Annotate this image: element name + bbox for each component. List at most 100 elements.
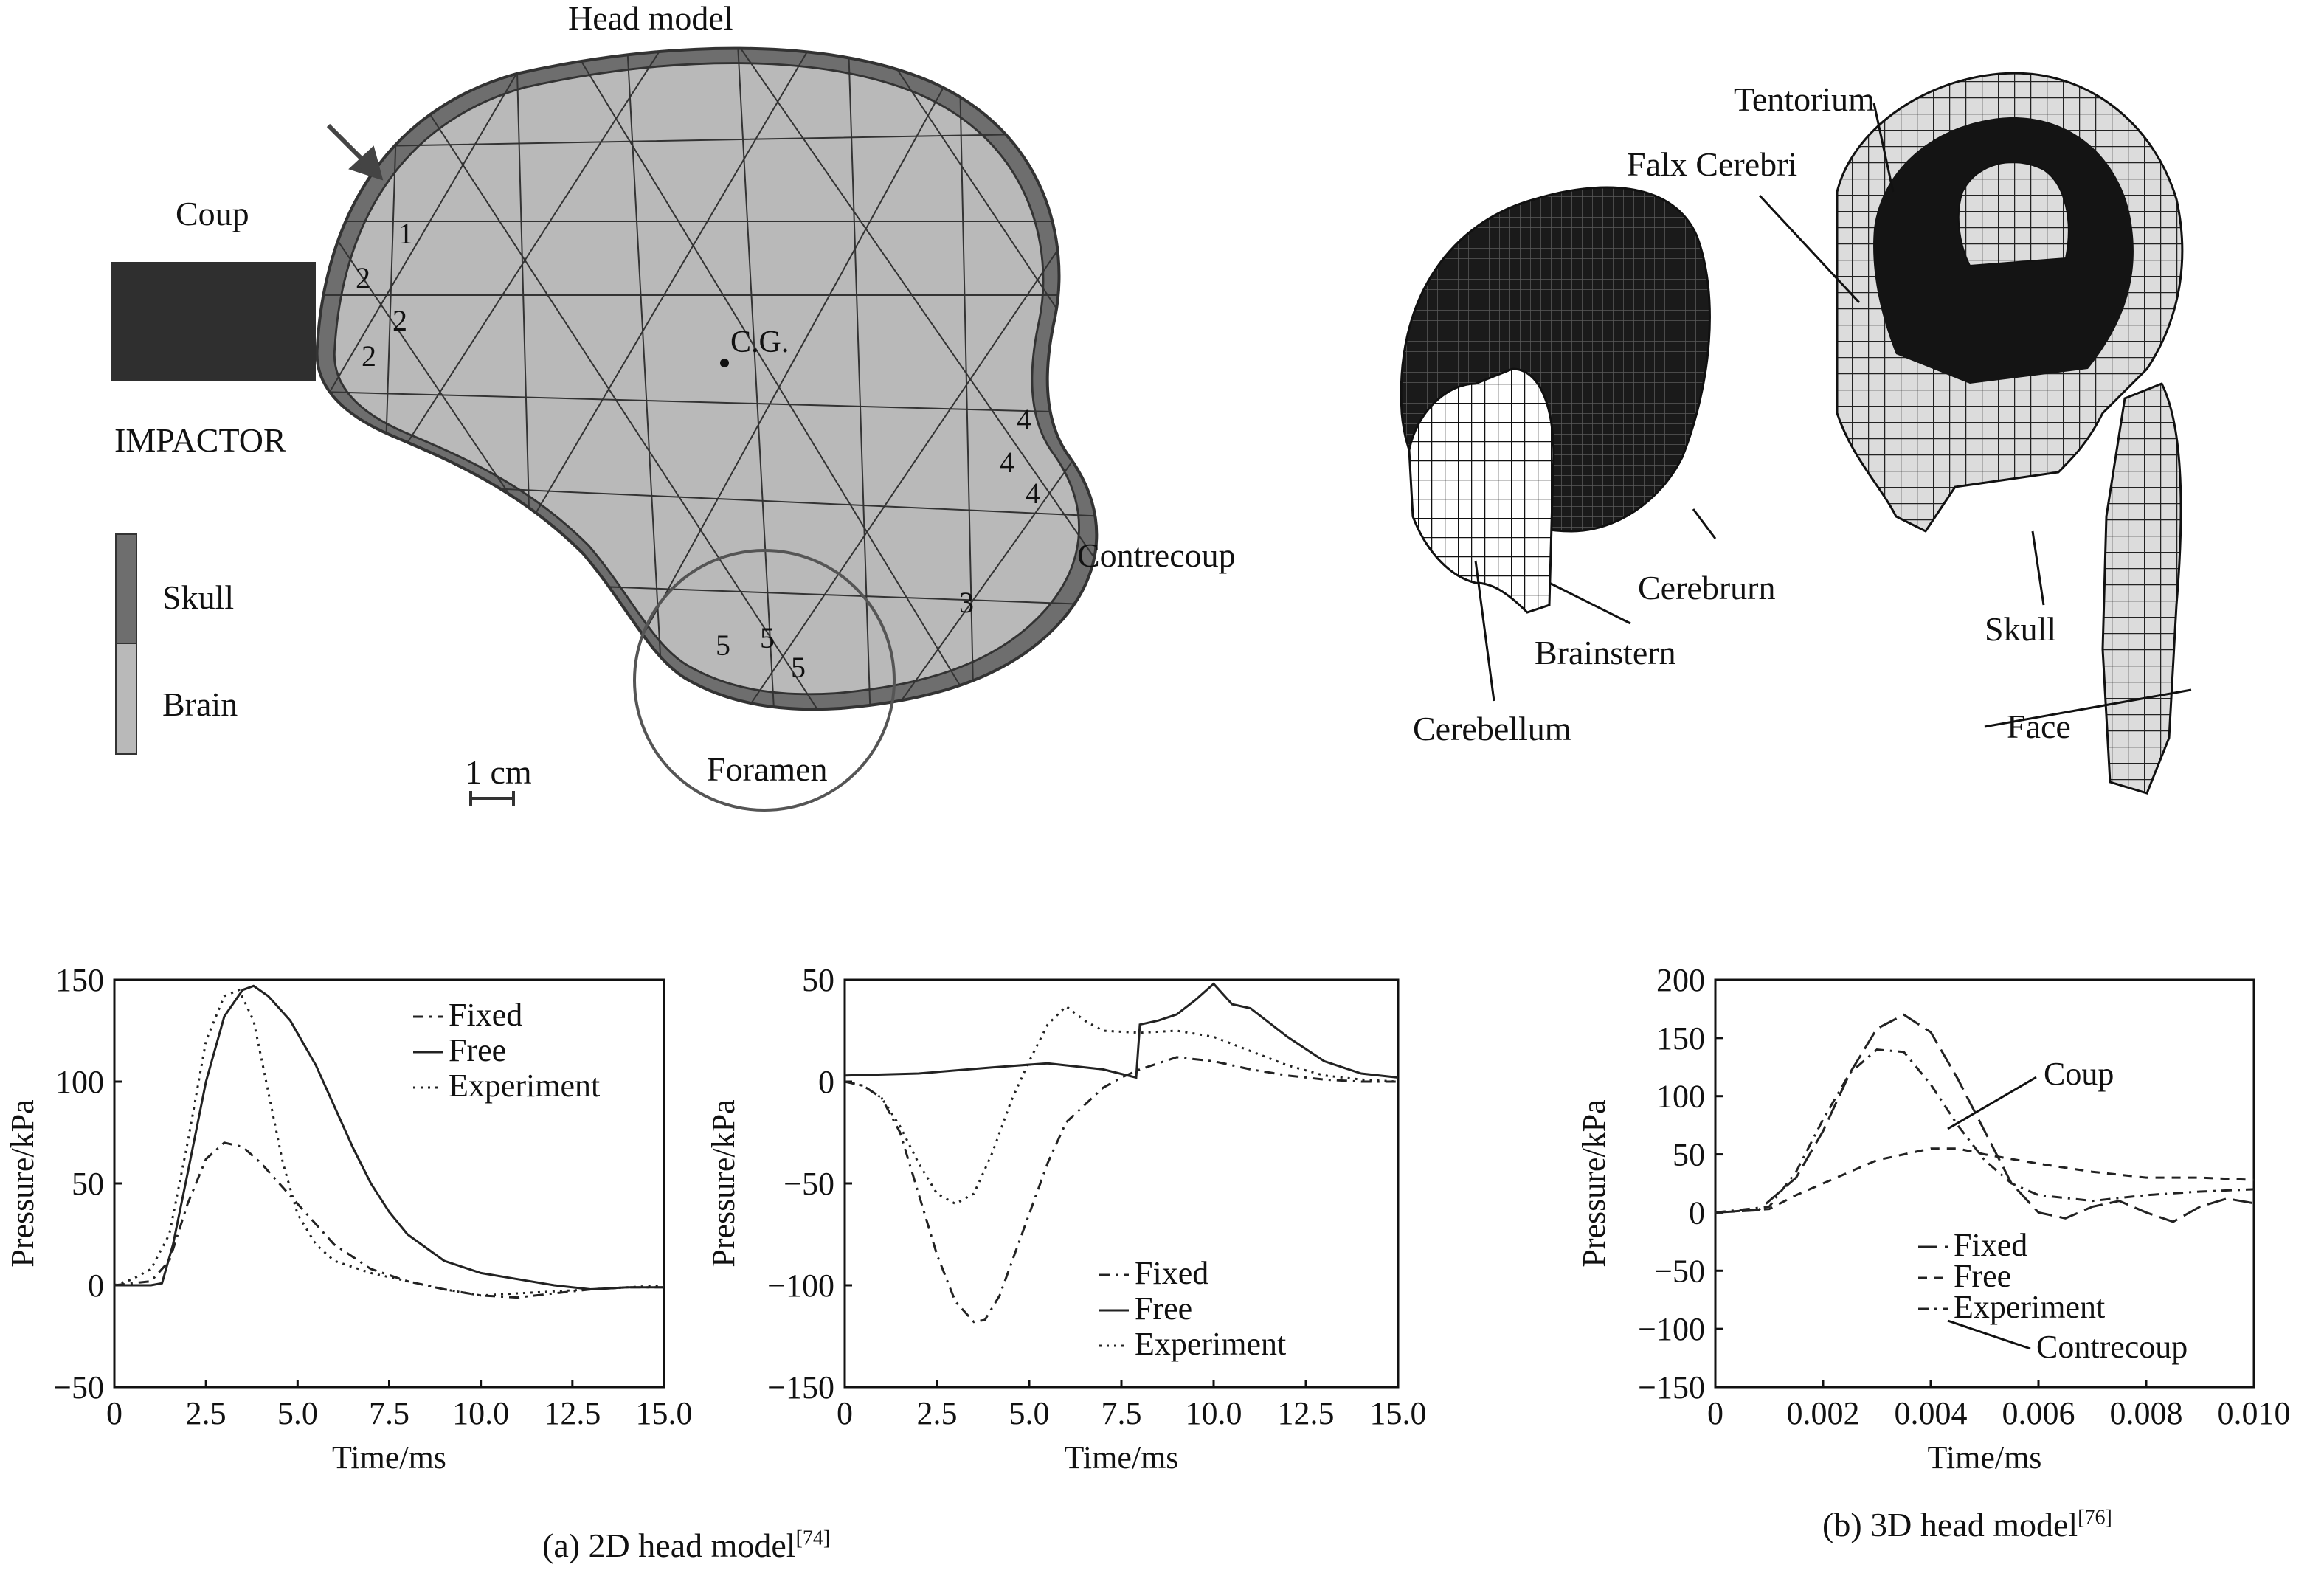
region-numbers: 1 2 2 2 4 4 4 3 5 5 5 — [356, 217, 1040, 684]
caption-3d: (b) 3D head model[76] — [1822, 1505, 2112, 1544]
x-tick-label: 15.0 — [636, 1395, 693, 1431]
region-number: 1 — [398, 217, 413, 250]
region-number: 4 — [1000, 446, 1014, 479]
x-tick-label: 0.006 — [2002, 1395, 2075, 1431]
x-tick-label: 5.0 — [277, 1395, 318, 1431]
foramen-label: Foramen — [707, 750, 828, 788]
y-tick-label: 0 — [88, 1268, 104, 1304]
y-tick-label: −50 — [1654, 1253, 1705, 1289]
x-tick-label: 0 — [837, 1395, 853, 1431]
plot-frame — [843, 978, 1400, 1389]
x-tick-label: 0 — [106, 1395, 122, 1431]
cerebrum-label: Cerebrurn — [1638, 569, 1775, 606]
region-number: 2 — [362, 339, 376, 373]
brain-legend-label: Brain — [162, 685, 238, 723]
region-number: 4 — [1017, 403, 1031, 436]
head-model-title: Head model — [568, 0, 733, 37]
caption-2d-ref: [74] — [795, 1527, 831, 1550]
legend-label: Experiment — [1954, 1289, 2105, 1325]
y-tick-label: −100 — [767, 1268, 834, 1304]
x-tick-label: 15.0 — [1370, 1395, 1427, 1431]
series-line-experiment — [1715, 1048, 2255, 1214]
impact-arrow — [326, 123, 384, 181]
region-number: 4 — [1026, 477, 1040, 510]
series-line-fixed — [114, 1141, 664, 1299]
legend-label: Fixed — [449, 997, 522, 1033]
region-number: 5 — [716, 629, 730, 662]
y-tick-label: 0 — [818, 1064, 834, 1100]
coup-label: Coup — [176, 195, 249, 232]
legend-label: Fixed — [1135, 1255, 1208, 1291]
annotation-leader — [1947, 1076, 2037, 1130]
caption-2d-text: (a) 2D head model — [542, 1527, 796, 1564]
y-tick-label: 150 — [55, 962, 104, 998]
falx-cerebri-label: Falx Cerebri — [1627, 145, 1797, 183]
y-tick-label: −50 — [784, 1166, 834, 1202]
y-tick-label: 50 — [1673, 1137, 1705, 1173]
chart-3d-pressure: 0 0.002 0.004 0.006 0.008 0.010 200 150 100 50 0 −5… — [1576, 962, 2291, 1476]
series-line-free — [844, 982, 1399, 1079]
x-tick-label: 10.0 — [1186, 1395, 1242, 1431]
y-tick-label: 100 — [55, 1064, 104, 1100]
scale-label: 1 cm — [465, 753, 532, 791]
head-model-3d-figure: Tentorium Falx Cerebri Cerebrurn Brainst… — [1400, 72, 2192, 795]
y-axis-label: Pressure/kPa — [4, 1099, 41, 1267]
plot-frame — [1714, 978, 2255, 1389]
caption-2d: (a) 2D head model[74] — [542, 1526, 830, 1565]
y-tick-label: 100 — [1656, 1079, 1705, 1115]
y-tick-label: 50 — [802, 962, 834, 998]
caption-3d-text: (b) 3D head model — [1822, 1506, 2078, 1543]
brain-legend-swatch — [115, 643, 137, 755]
tentorium-label: Tentorium — [1734, 80, 1875, 118]
series-line-free — [114, 984, 664, 1291]
face-mesh — [2101, 382, 2182, 795]
x-tick-label: 10.0 — [452, 1395, 509, 1431]
skull-legend-swatch — [115, 533, 137, 644]
falx-cerebri-mesh — [1957, 162, 2069, 267]
x-axis-label: Time/ms — [1928, 1439, 2042, 1476]
y-tick-label: 150 — [1656, 1020, 1705, 1057]
y-tick-label: 50 — [72, 1166, 104, 1202]
x-axis-label: Time/ms — [1065, 1439, 1179, 1476]
y-tick-label: −100 — [1638, 1311, 1705, 1347]
series-line-experiment — [114, 988, 665, 1297]
x-axis-label: Time/ms — [332, 1439, 446, 1476]
caption-3d-ref: [76] — [2078, 1506, 2112, 1529]
cerebellum-mesh — [1408, 367, 1555, 614]
x-tick-label: 2.5 — [917, 1395, 958, 1431]
chart-2d-coup: 0 2.5 5.0 7.5 10.0 12.5 15.0150100500−50Time/m… — [4, 962, 693, 1476]
impactor-block — [111, 262, 316, 381]
x-tick-label: 0.010 — [2218, 1395, 2291, 1431]
y-tick-label: −50 — [53, 1369, 104, 1406]
legend-label: Experiment — [449, 1068, 600, 1104]
x-tick-label: 2.5 — [186, 1395, 226, 1431]
y-tick-label: −150 — [767, 1369, 834, 1406]
chart-2d-contrecoup: 0 2.5 5.0 7.5 10.0 12.5 15.0 50 0 −50 −100 −150 Time… — [705, 962, 1427, 1476]
region-number: 5 — [760, 621, 775, 654]
face-label: Face — [2007, 708, 2071, 745]
x-tick-label: 0 — [1707, 1395, 1723, 1431]
series-line-fixed — [844, 1056, 1398, 1324]
foramen-circle — [633, 549, 896, 812]
series-line-experiment — [844, 1004, 1399, 1206]
head-model-2d-figure: Head model Coup IMPACTOR Skull Brain C.G… — [111, 0, 1236, 812]
leader-lines — [1474, 103, 2192, 728]
x-tick-label: 12.5 — [1278, 1395, 1335, 1431]
contrecoup-label: Contrecoup — [1077, 536, 1236, 574]
x-tick-label: 0.002 — [1787, 1395, 1860, 1431]
y-tick-label: 200 — [1656, 962, 1705, 998]
legend-label: Experiment — [1135, 1326, 1286, 1362]
annotation-label: Coup — [2044, 1056, 2114, 1092]
legend-label: Free — [449, 1032, 506, 1068]
skull-label: Skull — [1985, 610, 2056, 648]
cerebellum-label: Cerebellum — [1413, 710, 1571, 747]
x-tick-label: 0.004 — [1895, 1395, 1968, 1431]
center-of-gravity-dot — [720, 359, 729, 367]
brainstem-label: Brainstern — [1535, 634, 1676, 671]
legend-label: Free — [1954, 1258, 2011, 1294]
impactor-label: IMPACTOR — [114, 421, 286, 459]
y-tick-label: 0 — [1689, 1195, 1705, 1231]
x-tick-label: 7.5 — [369, 1395, 409, 1431]
series-line-fixed — [1715, 1013, 2255, 1223]
annotation-label: Contrecoup — [2036, 1329, 2188, 1365]
